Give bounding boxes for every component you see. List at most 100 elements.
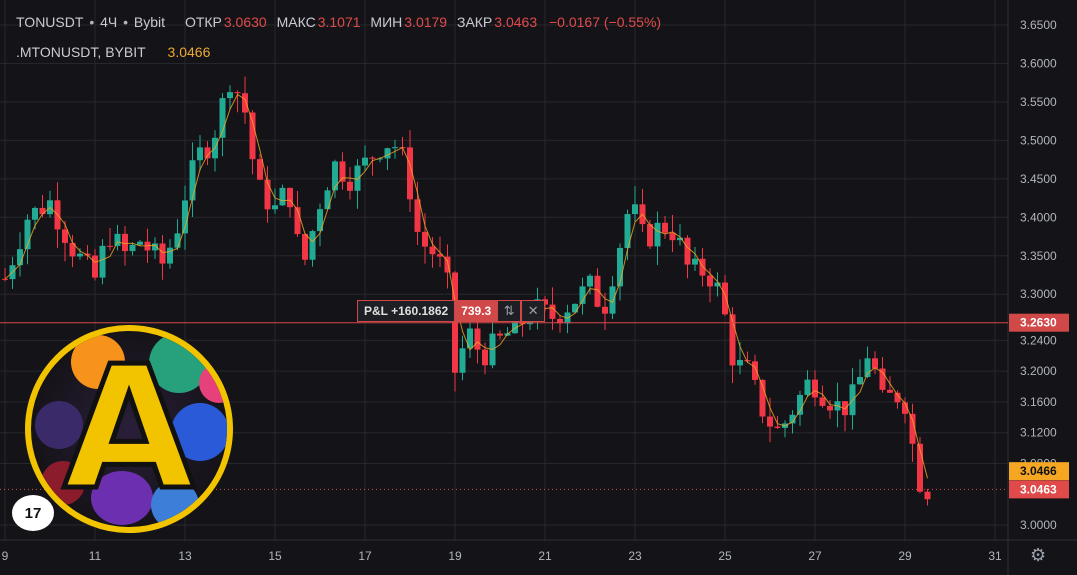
candle-body <box>369 157 376 159</box>
candle-body <box>272 205 278 210</box>
time-tick-label: 13 <box>178 549 192 563</box>
candle-body <box>107 245 113 247</box>
candle-body <box>797 394 803 415</box>
candle-body <box>384 148 391 159</box>
symbol-name[interactable]: TONUSDT <box>16 14 84 30</box>
price-tick-label: 3.2400 <box>1020 333 1057 347</box>
tradingview-logo-icon[interactable]: 17 <box>12 495 54 531</box>
candle-body <box>17 249 23 266</box>
candle-body <box>902 402 908 414</box>
interval-label[interactable]: 4Ч <box>100 14 118 30</box>
candle-body <box>114 233 121 246</box>
time-tick-label: 27 <box>808 549 822 563</box>
price-tick-label: 3.0000 <box>1020 518 1057 532</box>
candle-body <box>324 190 331 210</box>
candle-body <box>167 247 173 264</box>
last-price-tag-bg <box>1009 480 1069 499</box>
candle-body <box>354 165 361 191</box>
candle-body <box>587 275 593 287</box>
candle-body <box>242 93 248 113</box>
candle-body <box>189 160 196 201</box>
price-tick-label: 3.5500 <box>1020 95 1057 109</box>
close-value: 3.0463 <box>494 14 538 30</box>
exchange-label: Bybit <box>133 14 166 30</box>
position-line-label[interactable]: P&L +160.1862 739.3 ⇅ ✕ <box>357 300 546 322</box>
candle-body <box>122 233 128 252</box>
candle-body <box>309 231 316 260</box>
mark-price-line <box>4 93 928 479</box>
price-tick-label: 3.1600 <box>1020 395 1057 409</box>
candle-body <box>684 237 691 265</box>
candle-body <box>62 229 68 243</box>
candle-body <box>804 379 811 395</box>
high-value: 3.1071 <box>317 14 361 30</box>
mark-value: 3.0466 <box>167 44 211 60</box>
candle-body <box>617 247 623 287</box>
candle-body <box>92 255 98 278</box>
candle-body <box>444 256 451 273</box>
candle-body <box>24 219 31 250</box>
candle-body <box>482 349 488 366</box>
candle-body <box>347 181 353 191</box>
candle-body <box>789 414 796 424</box>
channel-logo: A <box>25 325 233 533</box>
candle-body <box>362 157 368 166</box>
ohlc-legend: TONUSDT • 4Ч • Bybit ОТКР 3.0630 МАКС 3.10… <box>16 14 662 30</box>
change-value: −0.0167 (−0.55%) <box>549 14 662 30</box>
candle-body <box>812 379 818 398</box>
candle-body <box>729 314 736 366</box>
candle-body <box>84 253 91 256</box>
candle-body <box>917 443 923 492</box>
candle-body <box>182 200 188 234</box>
mark-price-tag: 3.0466 <box>1020 464 1057 478</box>
candle-body <box>204 147 211 159</box>
time-tick-label: 31 <box>988 549 1002 563</box>
candle-body <box>234 92 241 94</box>
coin-decoration <box>91 471 153 525</box>
candle-body <box>287 187 293 208</box>
candle-body <box>69 242 76 257</box>
candle-body <box>767 416 773 427</box>
settings-gear-icon[interactable]: ⚙ <box>1030 545 1047 565</box>
candle-body <box>512 315 518 334</box>
candle-body <box>752 361 758 380</box>
mark-price-legend: .MTONUSDT, BYBIT 3.0466 <box>16 44 212 60</box>
candle-body <box>437 254 443 257</box>
candle-body <box>879 368 886 390</box>
open-label: ОТКР <box>184 14 222 30</box>
reverse-arrows-icon[interactable]: ⇅ <box>497 300 522 322</box>
time-tick-label: 11 <box>89 549 102 563</box>
close-x-icon[interactable]: ✕ <box>521 300 546 322</box>
candle-body <box>414 199 421 232</box>
candle-body <box>197 147 203 161</box>
price-tick-label: 3.3000 <box>1020 287 1057 301</box>
coin-decoration <box>171 403 227 461</box>
candle-body <box>692 258 698 265</box>
candle-body <box>332 161 338 191</box>
candle-body <box>77 253 83 257</box>
candle-body <box>129 244 136 252</box>
candle-body <box>744 360 751 362</box>
coin-decoration <box>35 401 83 449</box>
candle-body <box>377 158 383 160</box>
candle-body <box>894 392 901 403</box>
price-tick-label: 3.6500 <box>1020 18 1057 32</box>
candle-body <box>759 379 766 417</box>
candle-body <box>294 207 301 235</box>
low-label: МИН <box>370 14 403 30</box>
candle-body <box>99 245 106 278</box>
candle-body <box>662 222 668 233</box>
candle-body <box>827 405 833 411</box>
candle-body <box>737 360 743 366</box>
candle-body <box>32 207 38 220</box>
entry-price-tag-bg <box>1009 313 1069 332</box>
candle-body <box>722 282 728 315</box>
mark-symbol[interactable]: .MTONUSDT, BYBIT <box>16 44 146 60</box>
high-label: МАКС <box>276 14 316 30</box>
candle-body <box>2 278 8 280</box>
low-value: 3.0179 <box>404 14 448 30</box>
time-tick-label: 23 <box>628 549 642 563</box>
price-tick-label: 3.6000 <box>1020 56 1057 70</box>
